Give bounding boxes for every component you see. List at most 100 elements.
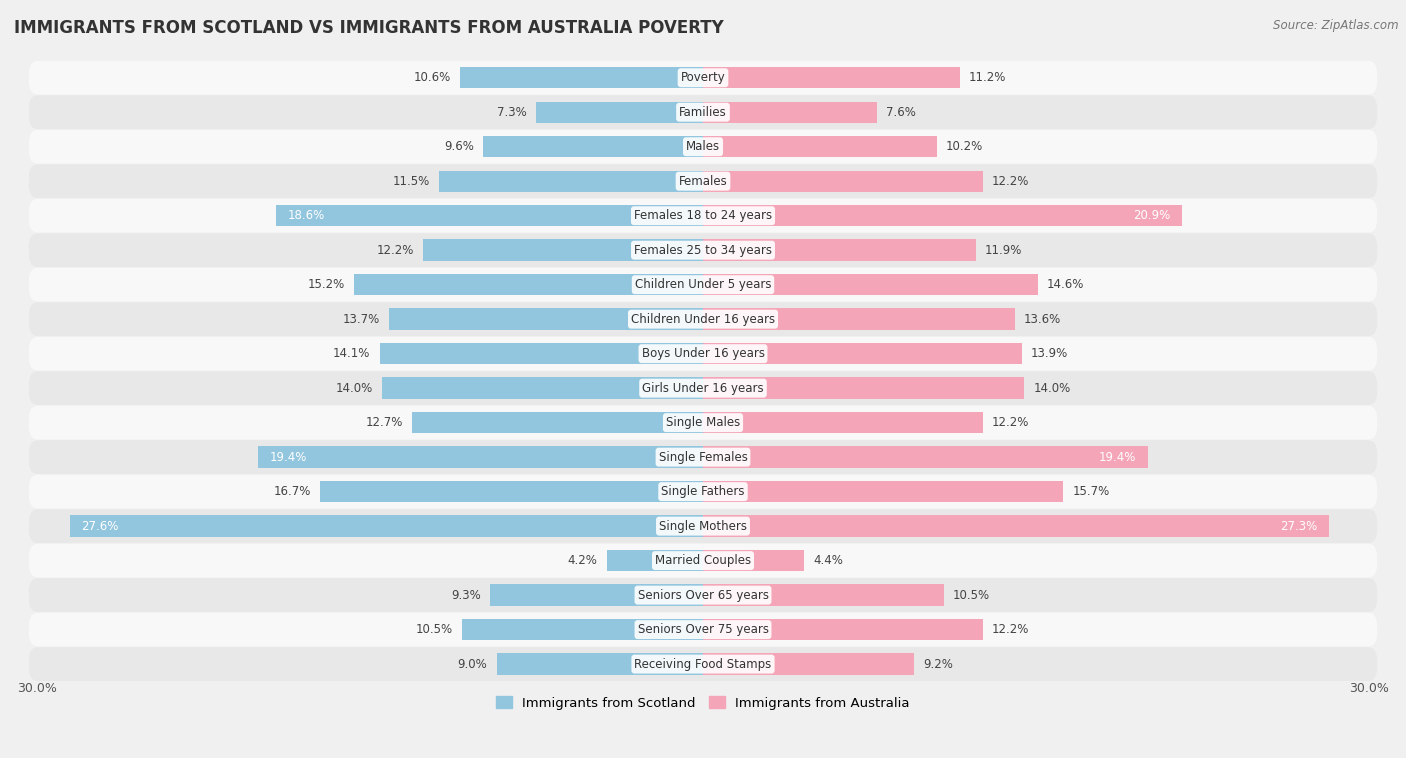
Text: 7.6%: 7.6% [886, 105, 917, 119]
Text: 14.6%: 14.6% [1047, 278, 1084, 291]
Bar [382, 377, 703, 399]
Bar [703, 136, 936, 158]
FancyBboxPatch shape [28, 612, 1378, 647]
Bar [703, 102, 877, 123]
Text: Children Under 16 years: Children Under 16 years [631, 312, 775, 326]
Bar [703, 205, 1182, 227]
Text: Families: Families [679, 105, 727, 119]
Text: Children Under 5 years: Children Under 5 years [634, 278, 772, 291]
Text: 14.1%: 14.1% [333, 347, 370, 360]
Bar [489, 584, 703, 606]
FancyBboxPatch shape [28, 302, 1378, 336]
Bar [606, 550, 703, 572]
Text: Females 18 to 24 years: Females 18 to 24 years [634, 209, 772, 222]
Text: 12.2%: 12.2% [377, 243, 413, 257]
Text: 10.5%: 10.5% [953, 589, 990, 602]
Bar [463, 619, 703, 641]
FancyBboxPatch shape [28, 647, 1378, 681]
Bar [423, 240, 703, 261]
FancyBboxPatch shape [28, 509, 1378, 543]
Text: Single Females: Single Females [658, 451, 748, 464]
Text: 15.7%: 15.7% [1073, 485, 1109, 498]
Bar [412, 412, 703, 434]
FancyBboxPatch shape [28, 543, 1378, 578]
Bar [703, 240, 976, 261]
Bar [259, 446, 703, 468]
Bar [460, 67, 703, 89]
FancyBboxPatch shape [28, 440, 1378, 474]
Text: 13.9%: 13.9% [1031, 347, 1069, 360]
FancyBboxPatch shape [28, 61, 1378, 95]
Text: Girls Under 16 years: Girls Under 16 years [643, 382, 763, 395]
Text: Poverty: Poverty [681, 71, 725, 84]
Bar [703, 171, 983, 192]
FancyBboxPatch shape [28, 371, 1378, 405]
Text: 18.6%: 18.6% [288, 209, 325, 222]
FancyBboxPatch shape [28, 406, 1378, 440]
Text: 11.5%: 11.5% [392, 174, 430, 188]
Text: 9.2%: 9.2% [924, 658, 953, 671]
Text: 30.0%: 30.0% [17, 682, 58, 695]
Bar [439, 171, 703, 192]
Text: 10.2%: 10.2% [946, 140, 983, 153]
Text: 4.4%: 4.4% [813, 554, 844, 567]
Text: Receiving Food Stamps: Receiving Food Stamps [634, 658, 772, 671]
Text: 27.6%: 27.6% [82, 520, 120, 533]
Bar [703, 446, 1147, 468]
Bar [703, 550, 804, 572]
Bar [703, 274, 1038, 296]
Bar [703, 515, 1329, 537]
Bar [703, 653, 914, 675]
Bar [703, 67, 960, 89]
Bar [703, 377, 1024, 399]
Text: 12.2%: 12.2% [993, 623, 1029, 636]
Text: Females 25 to 34 years: Females 25 to 34 years [634, 243, 772, 257]
Bar [703, 343, 1022, 365]
Text: Females: Females [679, 174, 727, 188]
Bar [703, 481, 1063, 503]
Text: Single Fathers: Single Fathers [661, 485, 745, 498]
Text: 11.9%: 11.9% [986, 243, 1022, 257]
Text: 15.2%: 15.2% [308, 278, 346, 291]
Bar [536, 102, 703, 123]
Bar [703, 584, 943, 606]
Text: Married Couples: Married Couples [655, 554, 751, 567]
FancyBboxPatch shape [28, 96, 1378, 129]
FancyBboxPatch shape [28, 130, 1378, 164]
Legend: Immigrants from Scotland, Immigrants from Australia: Immigrants from Scotland, Immigrants fro… [491, 691, 915, 715]
Text: 14.0%: 14.0% [1033, 382, 1070, 395]
Text: 11.2%: 11.2% [969, 71, 1007, 84]
Text: Seniors Over 65 years: Seniors Over 65 years [637, 589, 769, 602]
Text: 4.2%: 4.2% [568, 554, 598, 567]
Bar [389, 309, 703, 330]
Text: 12.7%: 12.7% [366, 416, 402, 429]
Text: 9.0%: 9.0% [458, 658, 488, 671]
Text: Boys Under 16 years: Boys Under 16 years [641, 347, 765, 360]
Text: 12.2%: 12.2% [993, 416, 1029, 429]
FancyBboxPatch shape [28, 475, 1378, 509]
Bar [703, 412, 983, 434]
Bar [496, 653, 703, 675]
Text: 9.3%: 9.3% [451, 589, 481, 602]
Text: 19.4%: 19.4% [1099, 451, 1136, 464]
Text: Single Mothers: Single Mothers [659, 520, 747, 533]
Bar [277, 205, 703, 227]
Text: Source: ZipAtlas.com: Source: ZipAtlas.com [1274, 19, 1399, 32]
FancyBboxPatch shape [28, 337, 1378, 371]
Text: 14.0%: 14.0% [336, 382, 373, 395]
Text: 16.7%: 16.7% [273, 485, 311, 498]
Text: 27.3%: 27.3% [1281, 520, 1317, 533]
Text: 20.9%: 20.9% [1133, 209, 1171, 222]
Text: Seniors Over 75 years: Seniors Over 75 years [637, 623, 769, 636]
Bar [321, 481, 703, 503]
Text: 10.5%: 10.5% [416, 623, 453, 636]
Text: 7.3%: 7.3% [496, 105, 526, 119]
FancyBboxPatch shape [28, 233, 1378, 267]
Text: 13.6%: 13.6% [1024, 312, 1062, 326]
Text: 13.7%: 13.7% [343, 312, 380, 326]
Text: 12.2%: 12.2% [993, 174, 1029, 188]
FancyBboxPatch shape [28, 199, 1378, 233]
Text: 30.0%: 30.0% [1348, 682, 1389, 695]
Bar [380, 343, 703, 365]
Bar [70, 515, 703, 537]
